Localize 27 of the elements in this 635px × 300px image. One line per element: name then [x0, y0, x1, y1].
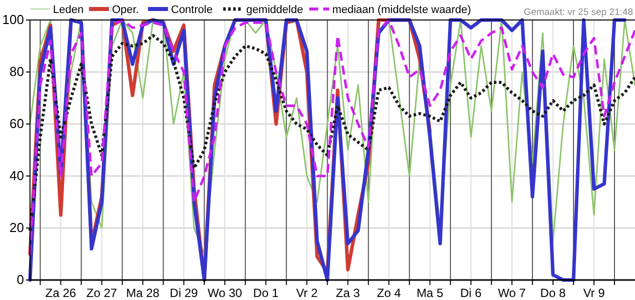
legend-label: mediaan (middelste waarde)	[332, 4, 471, 16]
x-tick-label: Za 3	[336, 286, 360, 300]
x-tick-label: Zo 4	[376, 286, 402, 300]
legend-label: Leden	[53, 4, 84, 16]
x-tick-label: Do 1	[253, 286, 279, 300]
x-tick-label: Do 8	[540, 286, 566, 300]
legend-label: Oper.	[112, 4, 139, 16]
text: Gemaakt: vr 25 sep 21:48	[524, 7, 633, 18]
x-tick-label: Wo 7	[498, 286, 526, 300]
y-tick-label: 0	[16, 272, 24, 287]
x-tick-label: Vr 2	[296, 286, 318, 300]
legend-label: Controle	[171, 4, 213, 16]
x-tick-label: Di 6	[460, 286, 482, 300]
x-tick-label: Wo 30	[208, 286, 242, 300]
x-tick-label: Di 29	[170, 286, 198, 300]
y-tick-label: 60	[10, 116, 24, 131]
y-tick-label: 40	[10, 168, 24, 183]
line-series	[28, 34, 635, 232]
x-tick-label: Ma 5	[416, 286, 444, 300]
y-tick-label: 80	[10, 64, 24, 79]
x-tick-label: Za 26	[45, 286, 76, 300]
y-tick-label: 20	[10, 220, 24, 235]
y-tick-label: 100	[2, 12, 24, 27]
x-tick-label: Vr 9	[583, 286, 606, 300]
x-tick-label: Zo 27	[86, 286, 118, 300]
x-tick-label: Ma 28	[126, 286, 160, 300]
legend-label: gemiddelde	[246, 4, 304, 16]
